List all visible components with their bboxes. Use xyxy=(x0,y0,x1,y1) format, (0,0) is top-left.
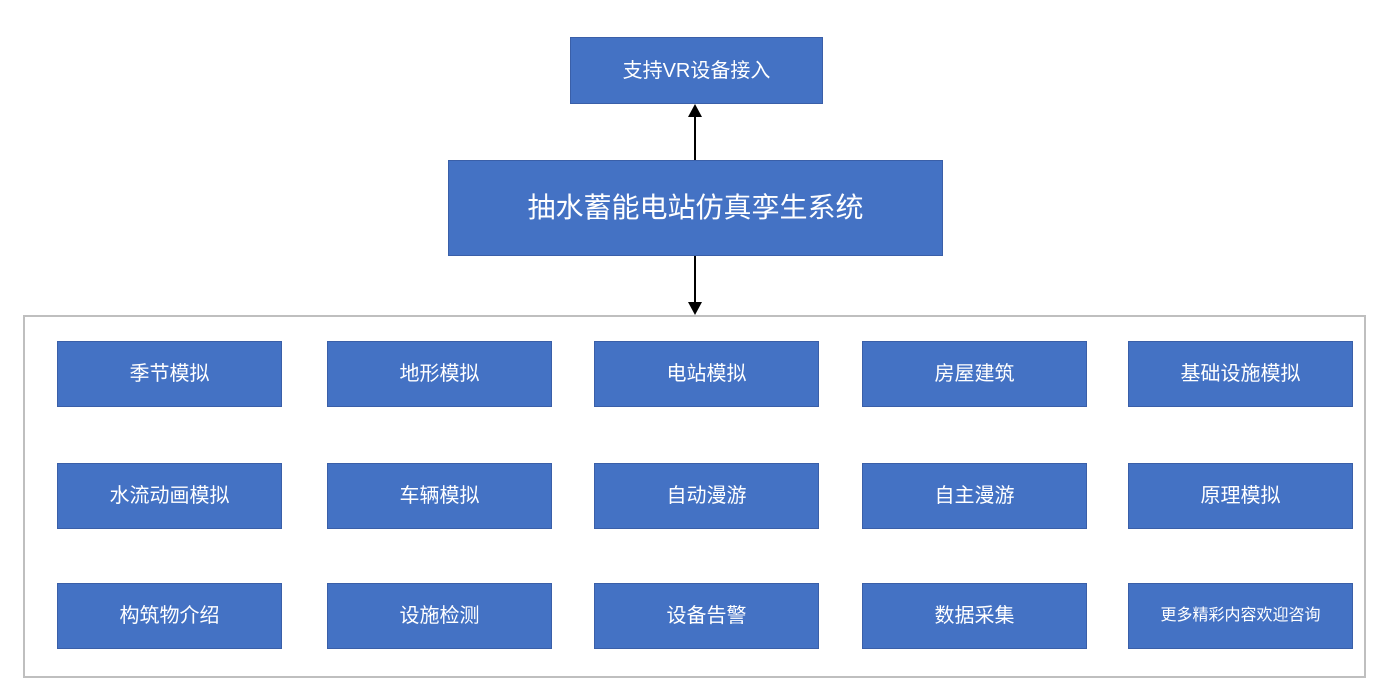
connector-center-container xyxy=(694,256,696,303)
grid-node-0-2: 电站模拟 xyxy=(594,341,819,407)
grid-node-2-2: 设备告警 xyxy=(594,583,819,649)
grid-label: 构筑物介绍 xyxy=(120,603,220,629)
grid-label: 地形模拟 xyxy=(400,361,480,387)
grid-node-2-0: 构筑物介绍 xyxy=(57,583,282,649)
grid-label: 电站模拟 xyxy=(667,361,747,387)
grid-node-0-4: 基础设施模拟 xyxy=(1128,341,1353,407)
grid-node-1-2: 自动漫游 xyxy=(594,463,819,529)
center-node-label: 抽水蓄能电站仿真孪生系统 xyxy=(527,190,863,226)
arrow-down-icon xyxy=(688,302,702,315)
grid-node-1-4: 原理模拟 xyxy=(1128,463,1353,529)
grid-label: 数据采集 xyxy=(935,603,1015,629)
grid-node-1-3: 自主漫游 xyxy=(862,463,1087,529)
grid-label: 自动漫游 xyxy=(667,483,747,509)
grid-label: 水流动画模拟 xyxy=(110,483,230,509)
top-node: 支持VR设备接入 xyxy=(570,37,823,104)
grid-label: 车辆模拟 xyxy=(400,483,480,509)
grid-node-0-0: 季节模拟 xyxy=(57,341,282,407)
grid-node-2-1: 设施检测 xyxy=(327,583,552,649)
top-node-label: 支持VR设备接入 xyxy=(623,58,771,84)
grid-node-2-3: 数据采集 xyxy=(862,583,1087,649)
grid-node-1-0: 水流动画模拟 xyxy=(57,463,282,529)
grid-node-1-1: 车辆模拟 xyxy=(327,463,552,529)
grid-label: 自主漫游 xyxy=(935,483,1015,509)
grid-label: 房屋建筑 xyxy=(935,361,1015,387)
connector-top-center xyxy=(694,116,696,160)
grid-label: 原理模拟 xyxy=(1201,483,1281,509)
grid-label: 基础设施模拟 xyxy=(1181,361,1301,387)
grid-label: 季节模拟 xyxy=(130,361,210,387)
center-node: 抽水蓄能电站仿真孪生系统 xyxy=(448,160,943,256)
grid-label: 更多精彩内容欢迎咨询 xyxy=(1160,606,1320,627)
grid-node-2-4: 更多精彩内容欢迎咨询 xyxy=(1128,583,1353,649)
grid-node-0-1: 地形模拟 xyxy=(327,341,552,407)
grid-label: 设施检测 xyxy=(400,603,480,629)
grid-label: 设备告警 xyxy=(667,603,747,629)
arrow-up-icon xyxy=(688,104,702,117)
grid-node-0-3: 房屋建筑 xyxy=(862,341,1087,407)
